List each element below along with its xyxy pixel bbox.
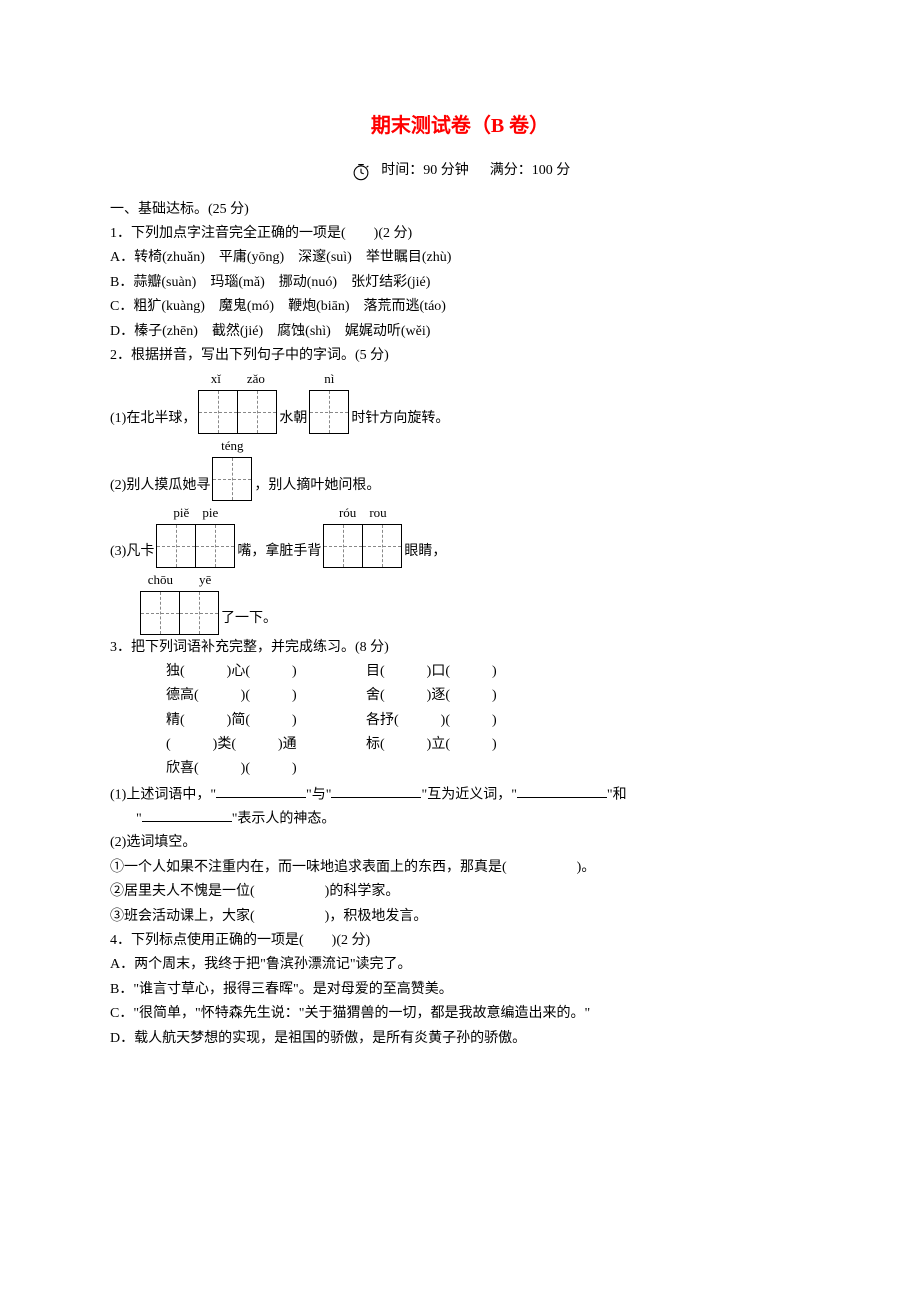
char-input-box[interactable] bbox=[140, 591, 180, 635]
pinyin-block-piepie: piě pie bbox=[156, 503, 235, 568]
fill-blank[interactable] bbox=[517, 783, 607, 798]
char-input-box[interactable] bbox=[309, 390, 349, 434]
section-1-heading: 一、基础达标。(25 分) bbox=[110, 199, 810, 221]
q3-s1c: "互为近义词，" bbox=[421, 787, 516, 802]
q4-opt-c: C．"很简单，"怀特森先生说："关于猫猬兽的一切，都是我故意编造出来的。" bbox=[110, 1003, 810, 1025]
q2-s3-row: (3)凡卡 piě pie 嘴，拿脏手背 róu rou 眼睛， bbox=[110, 503, 810, 568]
q2-s1-lead: (1)在北半球， bbox=[110, 408, 196, 434]
clock-icon bbox=[350, 160, 372, 182]
word-cell[interactable]: 欣喜( )( ) bbox=[166, 758, 366, 780]
py-ni: nì bbox=[309, 369, 349, 390]
q1-opt-b: B．蒜瓣(suàn) 玛瑙(mǎ) 挪动(nuó) 张灯结彩(jié) bbox=[110, 272, 810, 294]
q3-s1f: "表示人的神态。 bbox=[232, 811, 336, 826]
char-input-box[interactable] bbox=[212, 457, 252, 501]
q2-s1-tail: 时针方向旋转。 bbox=[351, 408, 449, 434]
pinyin-block-teng: téng bbox=[212, 436, 252, 501]
q4-opt-b: B．"谁言寸草心，报得三春晖"。是对母爱的至高赞美。 bbox=[110, 979, 810, 1001]
q3-s2-2: ②居里夫人不愧是一位( )的科学家。 bbox=[110, 881, 810, 903]
spacer bbox=[472, 163, 486, 178]
pinyin-block-xizao: xǐ zǎo bbox=[198, 369, 277, 434]
fill-blank[interactable] bbox=[331, 783, 421, 798]
py-pie2: pie bbox=[202, 505, 218, 520]
pinyin-block-ni: nì bbox=[309, 369, 349, 434]
timing-line: 时间：90 分钟 满分：100 分 bbox=[110, 160, 810, 183]
char-input-box[interactable] bbox=[323, 524, 363, 568]
q2-stem: 2．根据拼音，写出下列句子中的字词。(5 分) bbox=[110, 345, 810, 367]
q1-opt-c: C．粗犷(kuàng) 魔鬼(mó) 鞭炮(biān) 落荒而逃(táo) bbox=[110, 296, 810, 318]
q4-opt-d: D．载人航天梦想的实现，是祖国的骄傲，是所有炎黄子孙的骄傲。 bbox=[110, 1028, 810, 1050]
q4-stem: 4．下列标点使用正确的一项是( )(2 分) bbox=[110, 930, 810, 952]
word-cell[interactable] bbox=[366, 758, 566, 780]
word-cell[interactable]: ( )类( )通 bbox=[166, 734, 366, 756]
pinyin-block-chouye: chōu yē bbox=[140, 570, 219, 635]
char-input-box[interactable] bbox=[195, 524, 235, 568]
char-input-box[interactable] bbox=[156, 524, 196, 568]
score-label: 满分：100 分 bbox=[490, 163, 571, 178]
q3-s1b: "与" bbox=[306, 787, 331, 802]
q2-s3b-tail: 了一下。 bbox=[221, 608, 277, 634]
py-rou2: rou bbox=[369, 505, 386, 520]
word-cell[interactable]: 德高( )( ) bbox=[166, 685, 366, 707]
time-label: 时间：90 分钟 bbox=[381, 163, 469, 178]
q1-opt-a: A．转椅(zhuǎn) 平庸(yōng) 深邃(suì) 举世瞩目(zhù) bbox=[110, 247, 810, 269]
word-row: 德高( )( ) 舍( )逐( ) bbox=[166, 685, 810, 707]
q2-s3b-row: chōu yē 了一下。 bbox=[110, 570, 810, 635]
char-input-box[interactable] bbox=[362, 524, 402, 568]
q3-s1d: "和 bbox=[607, 787, 627, 802]
q3-word-grid: 独( )心( ) 目( )口( ) 德高( )( ) 舍( )逐( ) 精( )… bbox=[110, 661, 810, 781]
q2-s2-lead: (2)别人摸瓜她寻 bbox=[110, 475, 210, 501]
q2-s3-lead: (3)凡卡 bbox=[110, 541, 154, 567]
q4-opt-a: A．两个周末，我终于把"鲁滨孙漂流记"读完了。 bbox=[110, 954, 810, 976]
word-cell[interactable]: 舍( )逐( ) bbox=[366, 685, 566, 707]
q2-s3-tail: 眼睛， bbox=[404, 541, 446, 567]
py-xi: xǐ bbox=[211, 371, 221, 386]
q3-s2-3: ③班会活动课上，大家( )，积极地发言。 bbox=[110, 906, 810, 928]
q3-s2-1: ①一个人如果不注重内在，而一味地追求表面上的东西，那真是( )。 bbox=[110, 857, 810, 879]
py-chou: chōu bbox=[148, 572, 173, 587]
py-pie1: piě bbox=[173, 505, 189, 520]
py-teng: téng bbox=[212, 436, 252, 457]
char-input-box[interactable] bbox=[237, 390, 277, 434]
word-cell[interactable]: 目( )口( ) bbox=[366, 661, 566, 683]
q2-s2-tail: ，别人摘叶她问根。 bbox=[254, 475, 380, 501]
q1-stem: 1．下列加点字注音完全正确的一项是( )(2 分) bbox=[110, 223, 810, 245]
q2-s3-mid: 嘴，拿脏手背 bbox=[237, 541, 321, 567]
word-cell[interactable]: 独( )心( ) bbox=[166, 661, 366, 683]
word-cell[interactable]: 精( )简( ) bbox=[166, 710, 366, 732]
fill-blank[interactable] bbox=[142, 807, 232, 822]
word-row: 独( )心( ) 目( )口( ) bbox=[166, 661, 810, 683]
char-input-box[interactable] bbox=[179, 591, 219, 635]
char-input-box[interactable] bbox=[198, 390, 238, 434]
py-zao: zǎo bbox=[247, 371, 265, 386]
py-rou1: róu bbox=[339, 505, 356, 520]
q2-s1-mid1: 水朝 bbox=[279, 408, 307, 434]
q3-s1a: (1)上述词语中，" bbox=[110, 787, 216, 802]
py-ye: yē bbox=[199, 572, 211, 587]
q3-s2: (2)选词填空。 bbox=[110, 832, 810, 854]
q2-s2-row: (2)别人摸瓜她寻 téng ，别人摘叶她问根。 bbox=[110, 436, 810, 501]
q3-s1-line1: (1)上述词语中，""与""互为近义词，""和 ""表示人的神态。 bbox=[110, 783, 810, 831]
q2-s1-row: (1)在北半球， xǐ zǎo 水朝 nì 时针方向旋转。 bbox=[110, 369, 810, 434]
word-row: ( )类( )通 标( )立( ) bbox=[166, 734, 810, 756]
fill-blank[interactable] bbox=[216, 783, 306, 798]
pinyin-block-rourou: róu rou bbox=[323, 503, 402, 568]
page-title: 期末测试卷（B 卷） bbox=[110, 110, 810, 142]
word-cell[interactable]: 标( )立( ) bbox=[366, 734, 566, 756]
word-row: 欣喜( )( ) bbox=[166, 758, 810, 780]
q1-opt-d: D．榛子(zhēn) 截然(jié) 腐蚀(shì) 娓娓动听(wěi) bbox=[110, 321, 810, 343]
q3-stem: 3．把下列词语补充完整，并完成练习。(8 分) bbox=[110, 637, 810, 659]
title-text: 期末测试卷（B 卷） bbox=[371, 115, 549, 137]
word-row: 精( )简( ) 各抒( )( ) bbox=[166, 710, 810, 732]
word-cell[interactable]: 各抒( )( ) bbox=[366, 710, 566, 732]
